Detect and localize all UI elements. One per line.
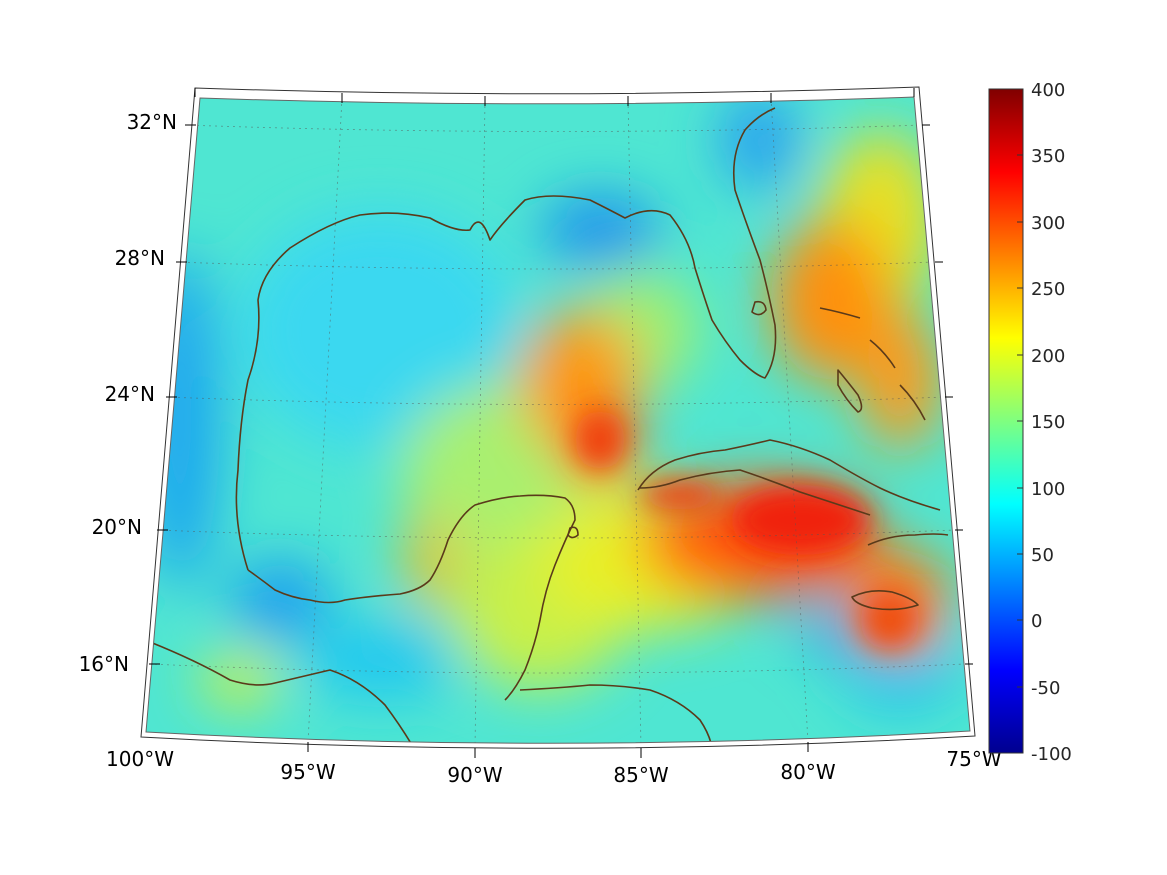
colorbar-tick-label: 150 (1031, 412, 1065, 433)
colorbar-tick-label: 400 (1031, 80, 1065, 101)
lon-tick-label: 90°W (447, 763, 502, 787)
colorbar-ticks (1017, 88, 1023, 754)
colorbar-tick-label: 100 (1031, 479, 1065, 500)
map-frame (140, 86, 976, 758)
colorbar-tick-label: 200 (1031, 346, 1065, 367)
colorbar-tick-label: -50 (1031, 678, 1060, 699)
colorbar: 400 350 300 250 200 150 100 50 0 -50 -10… (988, 80, 1072, 765)
colorbar-tick-label: 0 (1031, 611, 1042, 632)
lat-tick-label: 24°N (105, 382, 155, 406)
lon-tick-label: 80°W (780, 760, 835, 784)
lon-tick-label: 85°W (613, 763, 668, 787)
colorbar-tick-label: 350 (1031, 146, 1065, 167)
coastlines (149, 107, 949, 744)
colorbar-tick-label: 300 (1031, 213, 1065, 234)
colorbar-tick-label: -100 (1031, 744, 1072, 765)
lon-tick-label: 100°W (106, 747, 174, 771)
lon-tick-labels: 100°W 95°W 90°W 85°W 80°W 75°W (106, 747, 1002, 787)
lat-tick-label: 16°N (79, 652, 129, 676)
data-field (146, 97, 970, 744)
lat-tick-label: 28°N (115, 246, 165, 270)
lon-tick-label: 95°W (280, 760, 335, 784)
colorbar-tick-label: 250 (1031, 279, 1065, 300)
lat-tick-labels: 16°N 20°N 24°N 28°N 32°N (79, 110, 177, 676)
lat-tick-label: 32°N (127, 110, 177, 134)
colorbar-labels: 400 350 300 250 200 150 100 50 0 -50 -10… (1031, 80, 1072, 765)
lat-tick-label: 20°N (92, 515, 142, 539)
graticule (148, 97, 966, 744)
colorbar-tick-label: 50 (1031, 545, 1054, 566)
